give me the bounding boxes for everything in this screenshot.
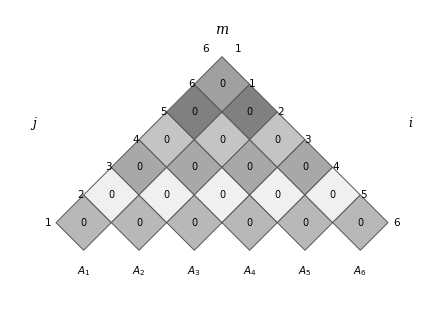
Polygon shape [111,140,166,195]
Polygon shape [278,140,333,195]
Text: m: m [215,23,229,37]
Text: 0: 0 [219,79,225,89]
Polygon shape [139,167,194,223]
Text: 3: 3 [105,162,112,172]
Polygon shape [222,140,278,195]
Text: $A_4$: $A_4$ [243,264,257,278]
Polygon shape [166,84,222,140]
Polygon shape [194,167,250,223]
Polygon shape [111,195,166,250]
Polygon shape [278,195,333,250]
Polygon shape [333,195,388,250]
Text: 0: 0 [191,218,198,228]
Text: 0: 0 [302,218,308,228]
Text: 2: 2 [78,190,84,200]
Polygon shape [166,195,222,250]
Polygon shape [250,112,305,167]
Text: $A_1$: $A_1$ [77,264,91,278]
Polygon shape [250,167,305,223]
Polygon shape [222,195,278,250]
Text: 0: 0 [274,135,281,145]
Text: $A_6$: $A_6$ [353,264,367,278]
Polygon shape [56,195,111,250]
Text: 4: 4 [332,162,339,172]
Text: 0: 0 [136,218,142,228]
Text: 1: 1 [44,218,51,228]
Text: 0: 0 [246,162,253,172]
Polygon shape [194,57,250,112]
Text: 4: 4 [133,135,139,145]
Polygon shape [83,167,139,223]
Text: 3: 3 [305,135,311,145]
Text: 6: 6 [202,44,209,54]
Text: 6: 6 [393,218,400,228]
Text: 0: 0 [163,135,170,145]
Text: 0: 0 [163,190,170,200]
Polygon shape [166,140,222,195]
Polygon shape [194,112,250,167]
Polygon shape [305,167,361,223]
Text: 0: 0 [81,218,87,228]
Text: 0: 0 [191,162,198,172]
Polygon shape [222,84,278,140]
Polygon shape [139,112,194,167]
Text: 0: 0 [246,107,253,117]
Text: 0: 0 [357,218,363,228]
Text: 0: 0 [219,135,225,145]
Text: 0: 0 [108,190,115,200]
Text: 1: 1 [235,44,242,54]
Text: 0: 0 [136,162,142,172]
Text: 5: 5 [161,107,167,117]
Text: 0: 0 [191,107,198,117]
Text: $A_3$: $A_3$ [187,264,201,278]
Text: $A_2$: $A_2$ [132,264,146,278]
Text: 2: 2 [277,107,283,117]
Text: 0: 0 [329,190,336,200]
Text: $A_5$: $A_5$ [298,264,312,278]
Text: 0: 0 [274,190,281,200]
Text: 0: 0 [246,218,253,228]
Text: 0: 0 [219,190,225,200]
Text: i: i [408,116,412,129]
Text: j: j [32,116,36,129]
Text: 0: 0 [302,162,308,172]
Text: 1: 1 [249,79,256,89]
Text: 5: 5 [360,190,366,200]
Text: 6: 6 [188,79,195,89]
